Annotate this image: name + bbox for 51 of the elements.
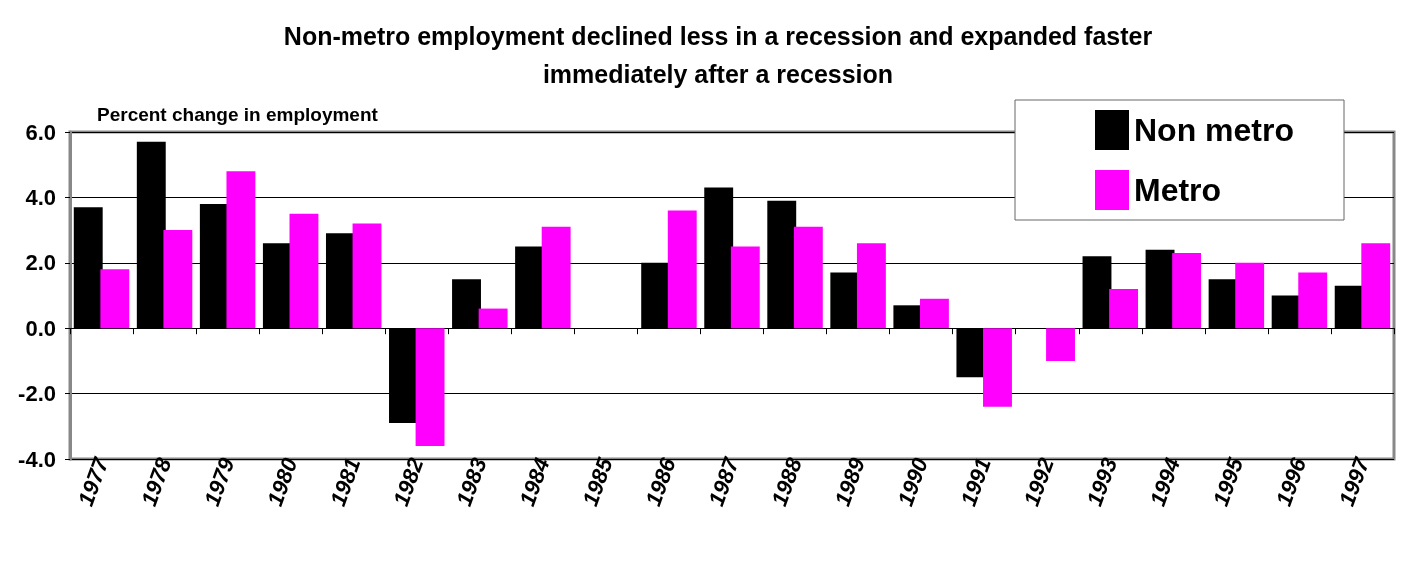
bar bbox=[289, 213, 319, 329]
y-tick-label: 6.0 bbox=[25, 119, 56, 145]
x-tick-label: 1978 bbox=[136, 454, 177, 510]
x-tick-label: 1983 bbox=[451, 454, 492, 510]
x-tick-label: 1994 bbox=[1144, 454, 1186, 510]
chart-title: Non-metro employment declined less in a recession and expanded faster immediately after a recession bbox=[283, 22, 1153, 88]
bar bbox=[163, 230, 193, 329]
bar bbox=[1235, 262, 1265, 329]
bar bbox=[1172, 252, 1202, 329]
x-tick-label: 1987 bbox=[703, 453, 745, 510]
x-tick-label: 1986 bbox=[640, 454, 681, 510]
x-tick-label: 1984 bbox=[514, 454, 555, 510]
y-tick-label: 4.0 bbox=[25, 184, 56, 210]
bar bbox=[415, 328, 445, 446]
y-tick-label: -2.0 bbox=[18, 381, 56, 407]
bar bbox=[730, 246, 760, 329]
bar bbox=[100, 269, 130, 329]
bar bbox=[1298, 272, 1328, 329]
x-tick-label: 1981 bbox=[325, 454, 366, 510]
bar bbox=[541, 226, 571, 329]
bar bbox=[793, 226, 823, 329]
bar bbox=[919, 298, 949, 329]
x-tick-label: 1977 bbox=[73, 453, 114, 510]
y-tick-label: 2.0 bbox=[25, 250, 56, 276]
y-axis-title: Percent change in employment bbox=[97, 104, 379, 125]
x-tick-label: 1982 bbox=[388, 454, 429, 510]
x-tick-label: 1985 bbox=[577, 454, 618, 510]
bar bbox=[1109, 288, 1139, 329]
y-tick-label: 0.0 bbox=[25, 315, 56, 341]
x-tick-label: 1993 bbox=[1081, 454, 1123, 510]
x-tick-label: 1991 bbox=[955, 454, 996, 510]
x-tick-label: 1988 bbox=[766, 454, 808, 510]
bar bbox=[856, 243, 886, 329]
bar bbox=[1046, 328, 1075, 361]
x-tick-label: 1989 bbox=[829, 454, 871, 510]
x-tick-label: 1996 bbox=[1270, 454, 1312, 510]
bar bbox=[352, 223, 382, 329]
bar bbox=[983, 328, 1012, 407]
x-tick-label: 1997 bbox=[1333, 453, 1375, 510]
x-tick-label: 1980 bbox=[262, 454, 303, 510]
x-tick-label: 1995 bbox=[1207, 454, 1249, 510]
x-tick-label: 1992 bbox=[1018, 454, 1060, 510]
legend-label: Non metro bbox=[1134, 112, 1294, 148]
x-tick-label: 1990 bbox=[892, 454, 934, 510]
bar bbox=[226, 171, 256, 329]
bar bbox=[1361, 243, 1391, 329]
y-tick-label: -4.0 bbox=[18, 446, 56, 472]
bar bbox=[478, 308, 508, 329]
legend-label: Metro bbox=[1134, 172, 1222, 208]
bar bbox=[667, 210, 697, 329]
x-tick-label: 1979 bbox=[199, 454, 240, 510]
